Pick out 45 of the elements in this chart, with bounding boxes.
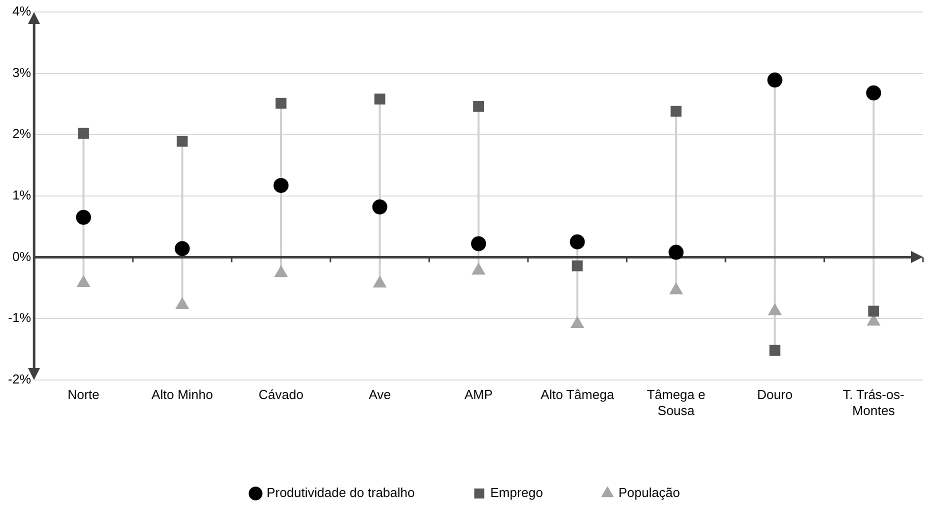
y-tick-label: 4% (12, 4, 32, 19)
x-tick-label: Alto Minho (152, 387, 213, 402)
point (374, 94, 386, 104)
point (76, 275, 90, 287)
y-tick-label: -1% (8, 310, 32, 326)
legend-label: Produtividade do trabalho (266, 485, 415, 500)
point (174, 241, 190, 256)
y-tick-label: 0% (12, 248, 32, 264)
point (570, 316, 584, 328)
x-tick-label: Douro (757, 387, 793, 402)
point (572, 260, 583, 272)
point (373, 276, 386, 288)
point (274, 266, 288, 278)
y-tick-label: 2% (12, 126, 32, 142)
x-tick-label: Alto Tâmega (540, 387, 615, 402)
point (78, 128, 89, 139)
point (670, 282, 683, 294)
point (274, 178, 289, 193)
legend-label: Emprego (490, 485, 543, 500)
point (670, 106, 682, 117)
legend-label: População (618, 485, 680, 500)
point (866, 85, 882, 100)
y-tick-label: 3% (12, 64, 32, 80)
point (176, 136, 188, 147)
point (372, 199, 388, 214)
x-tick-label: Norte (68, 387, 100, 402)
point (570, 234, 585, 250)
point (471, 236, 486, 252)
y-tick-label: -2% (8, 371, 32, 386)
point (769, 344, 780, 356)
point (668, 244, 684, 260)
x-tick-label: T. Trás-os-Montes (842, 387, 904, 418)
point (767, 72, 782, 88)
point (868, 306, 880, 317)
x-tick-label: Tâmega e Sousa (646, 387, 706, 418)
point (472, 263, 486, 275)
y-tick-label: 1% (12, 187, 32, 202)
x-tick-label: AMP (464, 387, 493, 402)
x-tick-label: Ave (368, 387, 391, 402)
point (76, 210, 91, 225)
point (276, 98, 286, 109)
point (473, 100, 484, 112)
point (768, 304, 782, 316)
x-tick-label: Cávado (258, 387, 304, 402)
point (176, 298, 189, 310)
